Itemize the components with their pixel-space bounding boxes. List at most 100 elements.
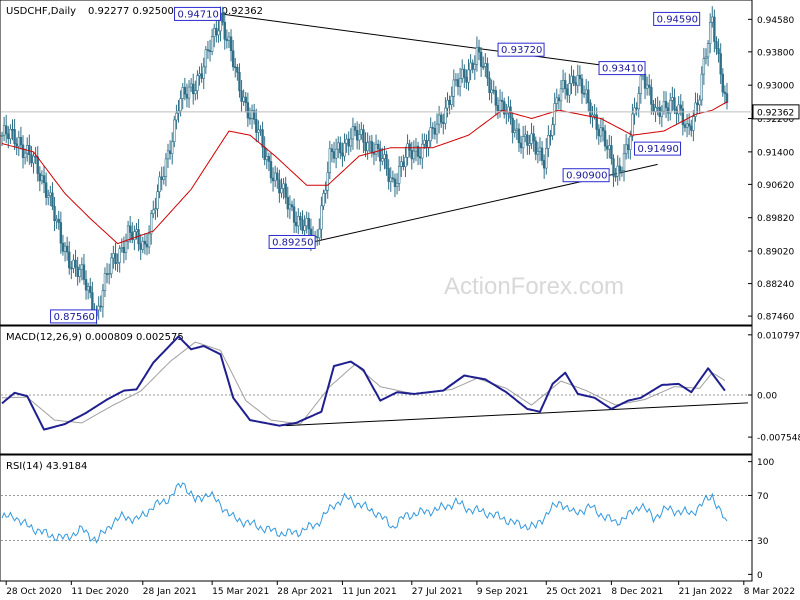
candle-body xyxy=(648,84,651,88)
candle-body xyxy=(467,69,470,83)
candle-body xyxy=(49,192,52,196)
price-annotation: 0.93720 xyxy=(497,42,545,57)
candle-body xyxy=(631,113,634,137)
candle-body xyxy=(379,148,382,162)
x-tick-label: 21 Jan 2022 xyxy=(679,587,733,597)
candle-body xyxy=(244,96,247,103)
candle-body xyxy=(267,156,271,162)
candle-body xyxy=(124,241,128,253)
candle-body xyxy=(715,41,718,49)
candle-body xyxy=(589,102,592,118)
candle-body xyxy=(173,119,176,142)
candle-body xyxy=(324,189,327,194)
candle-body xyxy=(217,30,220,36)
candle-body xyxy=(334,148,338,159)
candle-body xyxy=(349,138,353,147)
x-tick-label: 28 Jan 2021 xyxy=(143,587,197,597)
candle-body xyxy=(431,127,434,129)
candle-body xyxy=(515,128,519,131)
rsi-header: RSI(14) 43.9184 xyxy=(6,461,87,472)
candle-body xyxy=(250,110,254,119)
x-tick-label: 28 Oct 2020 xyxy=(6,587,62,597)
candle-body xyxy=(284,183,287,198)
candle-body xyxy=(339,142,342,154)
candle-body xyxy=(391,177,395,180)
candle-body xyxy=(0,134,4,137)
candle-body xyxy=(566,88,569,96)
price-tick-label: 0.93800 xyxy=(757,48,794,58)
candle-body xyxy=(435,123,439,135)
price-tick-label: 0.92200 xyxy=(757,115,794,125)
candle-body xyxy=(355,130,359,141)
candle-body xyxy=(664,101,668,108)
candle-body xyxy=(257,129,260,133)
candle-body xyxy=(139,243,142,250)
candle-body xyxy=(42,175,46,184)
price-tick-label: 0.91400 xyxy=(757,148,794,158)
candle-body xyxy=(389,177,392,182)
candle-body xyxy=(326,172,329,191)
candle-body xyxy=(97,305,100,311)
candle-body xyxy=(708,22,712,44)
candle-body xyxy=(387,168,390,182)
candle-body xyxy=(461,68,464,79)
candle-body xyxy=(61,242,65,252)
rsi-tick-label: 70 xyxy=(757,492,769,502)
candle-body xyxy=(261,129,264,148)
annotation-box xyxy=(174,6,222,21)
candle-body xyxy=(366,142,369,152)
macd-tick-label: 0.010797 xyxy=(757,331,800,341)
candle-body xyxy=(725,93,729,103)
candle-body xyxy=(488,77,491,94)
candle-body xyxy=(721,73,724,93)
candle-body xyxy=(677,104,680,115)
candle-body xyxy=(40,175,44,182)
candle-body xyxy=(294,222,298,227)
candle-body xyxy=(303,225,306,231)
candle-body xyxy=(316,236,319,239)
annotation-box xyxy=(268,234,316,249)
candle-body xyxy=(383,154,386,159)
candle-body xyxy=(353,126,357,131)
candle-body xyxy=(166,150,170,160)
candle-body xyxy=(639,75,643,94)
price-annotation: 0.94710 xyxy=(174,6,222,21)
candle-body xyxy=(534,140,537,155)
candle-body xyxy=(307,218,311,230)
candle-body xyxy=(114,253,117,264)
annotation-label: 0.90900 xyxy=(566,171,607,182)
candle-body xyxy=(282,183,285,189)
candle-body xyxy=(624,144,628,154)
candle-body xyxy=(86,286,90,291)
candle-body xyxy=(74,259,77,268)
candle-body xyxy=(84,279,88,291)
candle-body xyxy=(713,16,716,42)
annotation-label: 0.93720 xyxy=(501,45,542,56)
price-tick-label: 0.90620 xyxy=(757,181,794,191)
candle-body xyxy=(351,126,355,140)
candle-body xyxy=(372,152,376,155)
candle-body xyxy=(44,182,48,198)
candle-body xyxy=(704,56,708,59)
annotation-label: 0.87560 xyxy=(54,312,95,323)
x-tick-label: 11 Jun 2021 xyxy=(342,587,396,597)
candle-body xyxy=(587,89,590,104)
candle-body xyxy=(486,63,489,79)
candle-body xyxy=(532,133,535,142)
candle-body xyxy=(610,145,613,160)
candle-body xyxy=(397,166,401,184)
candle-body xyxy=(322,192,325,207)
x-tick-label: 28 Apr 2021 xyxy=(277,587,333,597)
candle-body xyxy=(418,156,422,159)
candle-body xyxy=(15,143,18,147)
candle-body xyxy=(150,213,153,235)
candle-body xyxy=(700,73,703,101)
candle-body xyxy=(198,73,201,76)
candle-body xyxy=(112,253,115,259)
candle-body xyxy=(225,38,229,41)
candle-body xyxy=(103,273,107,291)
rsi-line xyxy=(1,482,728,544)
candle-body xyxy=(231,50,235,68)
candle-body xyxy=(662,101,666,112)
